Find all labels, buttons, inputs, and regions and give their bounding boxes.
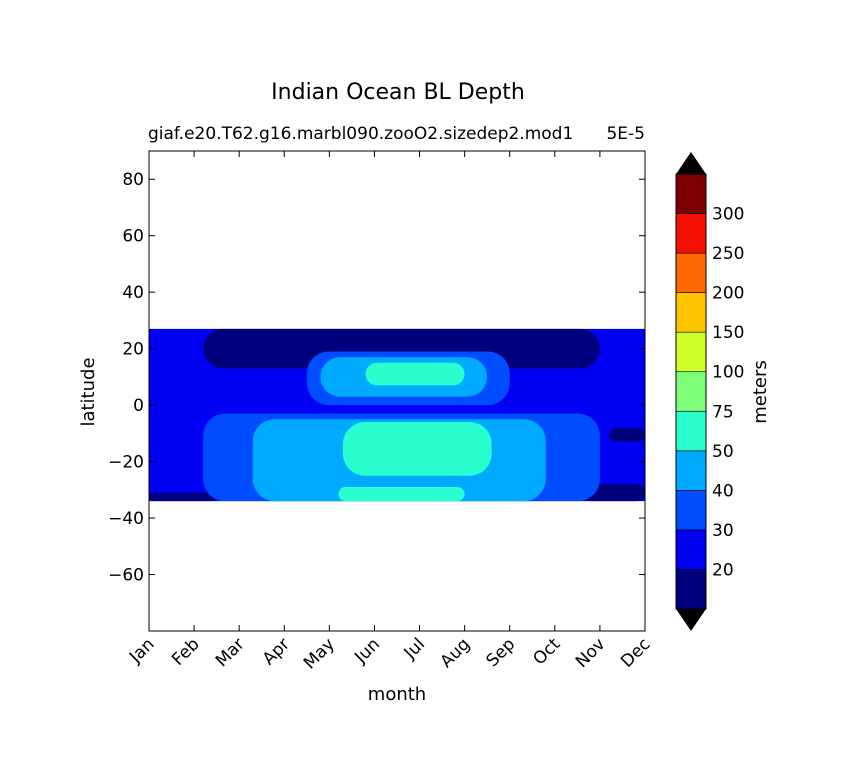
colorbar-tick-label: 300	[712, 205, 744, 225]
contour-region	[365, 362, 465, 386]
colorbar-tick-label: 100	[712, 363, 744, 383]
contour-region	[149, 492, 217, 502]
y-axis: 80 60 40 20 0 −20 −40 −60	[108, 170, 645, 586]
colorbar-extend-low	[676, 609, 706, 631]
x-axis-label: month	[368, 684, 426, 705]
colorbar-label: meters	[750, 360, 771, 424]
colorbar-bin	[675, 569, 707, 610]
x-tick-label: Aug	[437, 634, 475, 672]
y-tick-label: 60	[122, 227, 144, 247]
colorbar-tick-label: 20	[712, 560, 734, 580]
colorbar-bin	[675, 490, 707, 531]
x-tick-label: Feb	[168, 634, 203, 669]
colorbar-bin	[675, 450, 707, 491]
colorbar-tick-label: 75	[712, 402, 734, 422]
x-tick-label: Dec	[617, 634, 654, 671]
colorbar-bin	[675, 173, 707, 214]
y-tick-label: −20	[108, 453, 144, 473]
x-tick-label: Mar	[212, 634, 249, 671]
colorbar-tick-label: 250	[712, 244, 744, 264]
contour-fills	[149, 328, 645, 502]
y-tick-label: −40	[108, 509, 144, 529]
colorbar-bin	[675, 371, 707, 412]
contour-region	[338, 487, 465, 502]
colorbar-tick-label: 40	[712, 481, 734, 501]
colorbar-extend-high	[676, 152, 706, 174]
plot-frame	[148, 150, 646, 632]
x-tick-label: Nov	[572, 634, 610, 672]
colorbar-frame	[675, 173, 707, 610]
contour-region	[608, 427, 645, 442]
colorbar-bin	[675, 213, 707, 254]
y-tick-label: 20	[122, 340, 144, 360]
x-tick-label: Jun	[350, 634, 384, 668]
x-tick-label: Apr	[259, 634, 294, 669]
y-tick-label: 0	[133, 396, 144, 416]
colorbar-bin	[675, 529, 707, 570]
y-axis-label: latitude	[78, 357, 99, 426]
y-tick-label: 40	[122, 283, 144, 303]
chart-title: Indian Ocean BL Depth	[271, 80, 525, 105]
colorbar-bin	[675, 331, 707, 373]
x-tick-label: Sep	[482, 634, 519, 671]
y-tick-label: −60	[108, 566, 144, 586]
colorbar-tick-label: 30	[712, 521, 734, 541]
colorbar-bin	[675, 410, 707, 452]
plot-area	[148, 150, 646, 632]
colorbar-tick-label: 150	[712, 323, 744, 343]
x-tick-label: Jan	[125, 634, 158, 667]
colorbar-bin	[675, 252, 707, 293]
x-tick-label: Oct	[529, 634, 564, 669]
y-tick-label: 80	[122, 170, 144, 190]
colorbar-tick-label: 50	[712, 442, 734, 462]
chart-subtitle-left: giaf.e20.T62.g16.marbl090.zooO2.sizedep2…	[148, 124, 573, 144]
x-tick-label: May	[300, 634, 339, 673]
colorbar-bin	[675, 292, 707, 333]
x-tick-label: Jul	[400, 634, 429, 663]
chart-subtitle-right: 5E-5	[606, 124, 645, 144]
colorbar-tick-label: 200	[712, 284, 744, 304]
colorbar: 20 30 40 50 75 100 150 200 250 300	[675, 152, 744, 631]
contour-region	[342, 422, 492, 476]
